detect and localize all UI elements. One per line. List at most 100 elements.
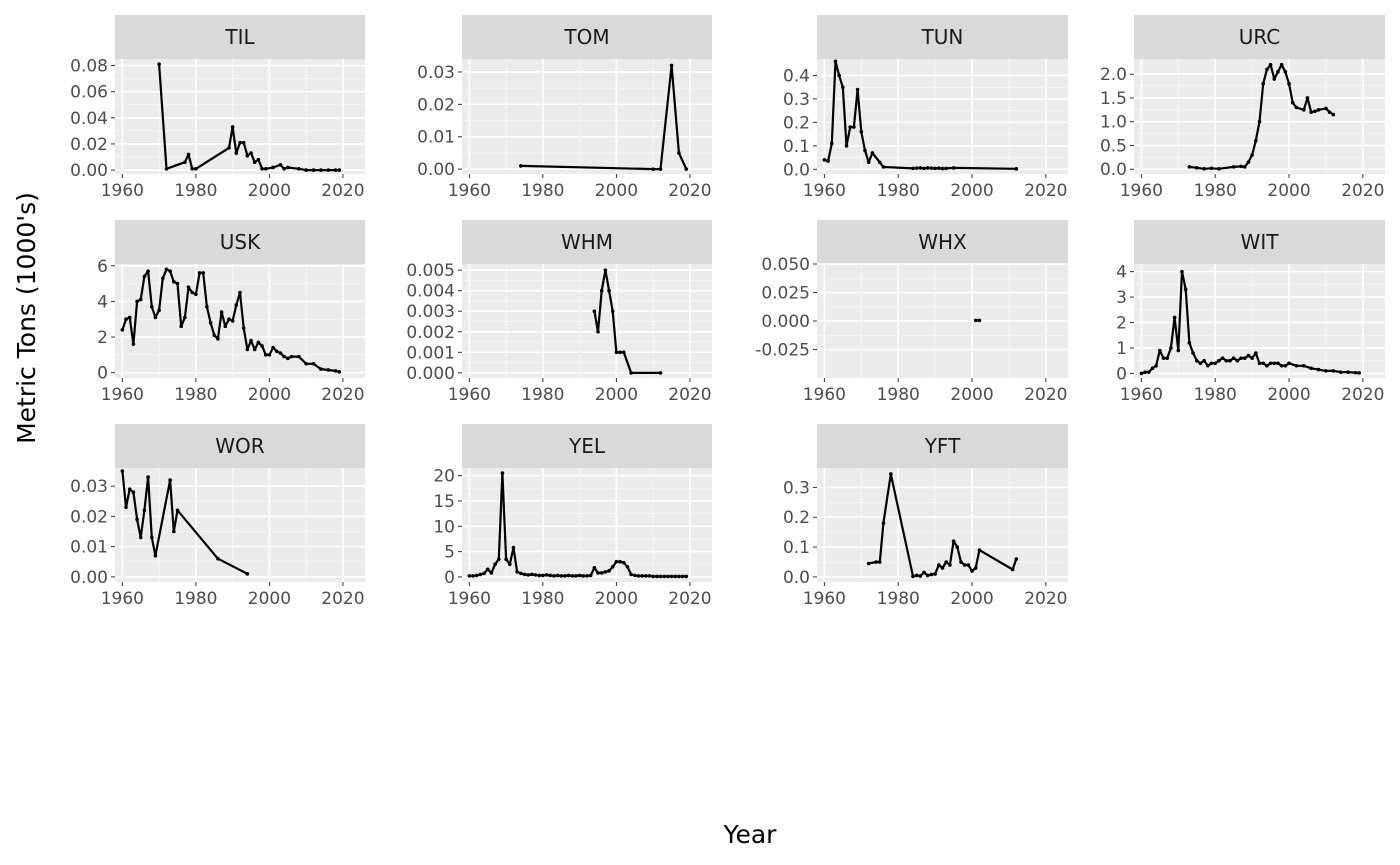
data-point: [274, 349, 279, 354]
data-point: [282, 166, 286, 171]
strip-label: TUN: [921, 25, 964, 49]
data-point: [955, 545, 960, 549]
x-tick-label: 1980: [174, 385, 217, 405]
data-point: [566, 573, 571, 578]
y-tick-label: 0.050: [761, 255, 810, 275]
x-tick-label: 2020: [668, 589, 711, 609]
data-point: [918, 574, 923, 578]
panel-til: TIL 1960 1980 2000 2020 0.00 0.02 0.04 0.06 0.08: [70, 15, 365, 201]
data-point: [1279, 62, 1284, 67]
data-point: [658, 574, 663, 579]
x-tick-label: 2020: [1024, 181, 1067, 201]
data-point: [621, 560, 626, 565]
data-point: [205, 304, 209, 309]
data-point: [866, 160, 871, 165]
data-point: [940, 566, 945, 570]
y-tick-label: 0.000: [406, 364, 455, 384]
data-point: [970, 569, 974, 573]
data-point: [977, 318, 982, 323]
data-point: [1202, 166, 1206, 171]
data-point: [153, 315, 158, 320]
y-tick-label: 0.0: [783, 568, 810, 588]
data-point: [651, 574, 655, 579]
x-tick-label: 1980: [521, 589, 564, 609]
data-point: [131, 490, 136, 494]
series-line: [520, 64, 688, 171]
data-point: [260, 166, 264, 171]
strip-label: TIL: [224, 25, 255, 49]
data-point: [826, 159, 830, 163]
data-point: [1206, 363, 1210, 368]
x-tick-label: 1960: [803, 589, 846, 609]
data-point: [1239, 164, 1243, 169]
data-point: [922, 570, 926, 575]
data-point: [1217, 166, 1221, 171]
panel-background: [817, 468, 1068, 582]
strip-background: [115, 220, 365, 264]
data-point: [559, 574, 564, 578]
y-tick-label: 6: [97, 257, 108, 277]
data-point: [519, 571, 523, 576]
strip-background: [462, 15, 712, 59]
y-tick-label: 0.01: [417, 128, 455, 148]
y-tick-label: 0.1: [783, 137, 810, 157]
data-point: [1209, 361, 1214, 366]
data-point: [866, 561, 871, 566]
data-point: [1287, 361, 1291, 366]
strip-background: [115, 15, 365, 59]
data-point: [625, 565, 630, 569]
data-point: [285, 356, 290, 361]
data-point: [1313, 109, 1317, 114]
y-tick-label: 0.06: [70, 83, 108, 103]
data-point: [585, 574, 589, 578]
y-tick-label: 4: [1116, 263, 1127, 283]
data-point: [1158, 348, 1162, 353]
data-point: [172, 280, 176, 284]
data-point: [544, 573, 549, 577]
x-tick-label: 1960: [101, 589, 144, 609]
data-point: [260, 344, 264, 348]
panel-wit: WIT 1960 1980 2000 2020 0 1 2 3 4: [1116, 220, 1385, 405]
data-point: [1191, 351, 1195, 355]
y-tick-label: 0.02: [70, 135, 108, 155]
data-point: [489, 571, 494, 575]
data-point: [937, 563, 941, 567]
data-point: [1202, 358, 1206, 363]
data-point: [618, 559, 622, 564]
data-point: [574, 574, 578, 578]
data-point: [149, 304, 154, 309]
data-point: [507, 562, 512, 567]
data-point: [245, 347, 250, 352]
data-point: [131, 342, 136, 346]
data-point: [1294, 363, 1299, 368]
data-point: [603, 268, 608, 272]
data-point: [271, 345, 275, 350]
x-tick-label: 2020: [321, 181, 364, 201]
data-point: [297, 166, 301, 171]
data-point: [197, 271, 202, 275]
data-point: [1331, 369, 1336, 373]
x-tick-label: 2020: [1024, 589, 1067, 609]
data-point: [478, 572, 483, 577]
data-point: [881, 165, 886, 169]
x-tick-label: 2000: [595, 385, 638, 405]
data-point: [966, 563, 971, 567]
data-point: [1224, 358, 1229, 363]
data-point: [297, 354, 301, 359]
data-point: [333, 168, 338, 172]
y-tick-label: 2: [1116, 314, 1127, 334]
x-tick-label: 1980: [1194, 385, 1237, 405]
y-tick-label: 0.00: [70, 161, 108, 181]
data-point: [599, 571, 604, 575]
data-point: [592, 566, 597, 570]
data-point: [504, 557, 508, 561]
data-point: [877, 560, 882, 564]
data-point: [644, 574, 648, 578]
data-point: [1301, 108, 1306, 112]
x-tick-label: 1980: [877, 385, 920, 405]
data-point: [500, 471, 505, 475]
x-tick-label: 1980: [521, 181, 564, 201]
data-point: [948, 563, 952, 567]
x-tick-label: 2000: [1267, 385, 1310, 405]
